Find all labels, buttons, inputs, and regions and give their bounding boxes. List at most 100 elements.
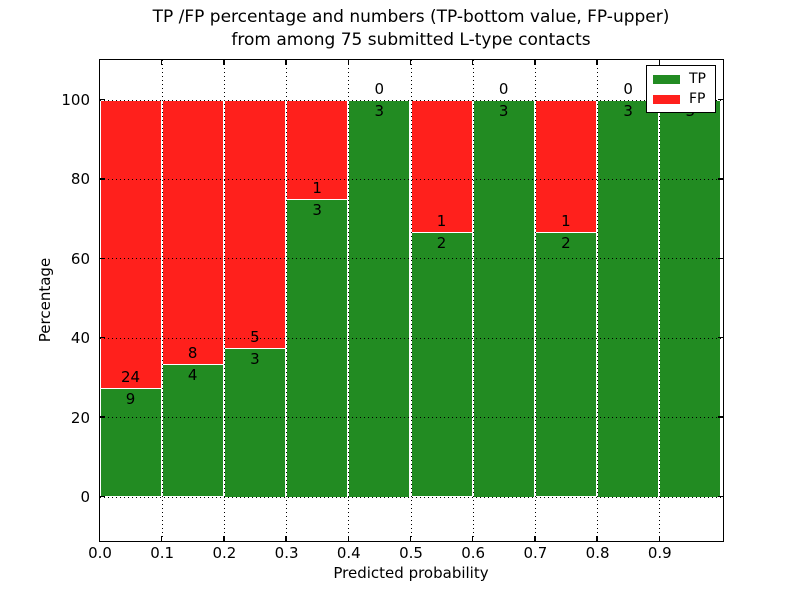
bar-segment-tp (597, 99, 660, 497)
bar-label-tp: 3 (623, 101, 633, 120)
bar-segment-fp (99, 99, 162, 389)
legend-item-fp: FP (653, 92, 709, 106)
y-tick-mark (99, 336, 105, 339)
bar-segment-fp (161, 99, 224, 365)
x-tick-mark (658, 535, 661, 541)
x-tick-mark (409, 535, 412, 541)
bar-segment-tp (534, 231, 598, 497)
x-tick-label: 0.9 (647, 544, 672, 562)
x-tick-label: 0.7 (523, 544, 548, 562)
gridline-vertical (223, 59, 225, 540)
legend: TP FP (646, 65, 716, 113)
y-tick-mark (717, 336, 723, 339)
y-tick-label: 40 (70, 329, 90, 348)
legend-swatch-fp-icon (653, 94, 680, 104)
bar-label-tp: 2 (561, 233, 571, 252)
bar-label-fp: 1 (312, 178, 322, 197)
bar-label-tp: 3 (374, 101, 385, 120)
y-tick-mark (99, 416, 105, 418)
gridline-vertical (348, 59, 350, 540)
x-tick-label: 0.2 (212, 544, 237, 562)
gridline-vertical (410, 59, 412, 540)
y-tick-label: 100 (61, 91, 90, 109)
x-tick-mark (285, 535, 287, 541)
x-tick-mark (534, 59, 536, 65)
y-tick-mark (717, 98, 723, 101)
y-tick-mark (717, 178, 723, 180)
x-tick-label: 0.3 (274, 544, 299, 562)
bar-segment-fp (223, 99, 287, 348)
x-tick-label: 0.6 (461, 544, 486, 562)
bar-label-fp: 24 (120, 368, 141, 387)
bar-segment-fp (534, 99, 598, 232)
x-tick-mark (223, 535, 225, 541)
x-tick-mark (471, 535, 474, 541)
bar-segment-tp (410, 231, 473, 497)
x-tick-label: 0.5 (399, 544, 423, 562)
x-tick-label: 0.8 (585, 544, 610, 562)
x-tick-label: 0.4 (336, 544, 361, 562)
legend-label-tp: TP (689, 71, 706, 87)
bar-label-fp: 0 (623, 79, 633, 98)
x-tick-mark (409, 59, 412, 65)
gridline-vertical (534, 59, 536, 540)
y-tick-mark (717, 495, 723, 498)
y-tick-mark (717, 257, 723, 260)
x-tick-label: 0.1 (150, 544, 175, 562)
chart-title: TP /FP percentage and numbers (TP-bottom… (100, 6, 722, 52)
bar-segment-tp (161, 364, 224, 497)
y-axis-label: Percentage (36, 257, 54, 343)
y-tick-label: 0 (80, 488, 90, 506)
bar-label-fp: 0 (374, 79, 385, 98)
bar-label-fp: 8 (187, 344, 198, 363)
x-tick-mark (471, 59, 474, 65)
bar-label-fp: 5 (250, 327, 260, 346)
gridline-vertical (597, 59, 599, 540)
y-tick-label: 80 (70, 170, 90, 189)
gridline-vertical (161, 59, 163, 540)
x-tick-mark (534, 535, 536, 541)
y-tick-mark (99, 98, 105, 101)
plot-area: 249845313031203120303 (98, 58, 724, 542)
gridline-vertical (286, 59, 288, 540)
bar-label-tp: 3 (498, 101, 509, 120)
x-tick-mark (596, 535, 598, 541)
bar-segment-tp (99, 388, 162, 497)
chart-title-line1: TP /FP percentage and numbers (TP-bottom… (152, 7, 670, 27)
bar-segment-tp (472, 99, 535, 497)
bar-label-fp: 1 (561, 211, 571, 230)
bar-segment-fp (410, 99, 473, 232)
x-tick-mark (347, 59, 350, 65)
legend-swatch-tp-icon (653, 74, 680, 84)
bar-label-fp: 0 (498, 79, 509, 98)
y-tick-label: 60 (70, 249, 90, 268)
bar-label-tp: 4 (187, 366, 198, 385)
y-tick-label: 20 (70, 408, 90, 427)
bar-segment-tp (223, 347, 287, 497)
gridline-vertical (659, 59, 661, 540)
bar-label-tp: 3 (250, 349, 260, 368)
y-tick-mark (717, 416, 723, 418)
bar-segment-tp (286, 198, 349, 497)
bar-segment-tp (659, 99, 722, 497)
x-tick-mark (658, 59, 661, 65)
x-tick-mark (223, 59, 225, 65)
bar-label-tp: 2 (436, 233, 447, 252)
chart-title-line2: from among 75 submitted L-type contacts (231, 30, 591, 50)
gridline-vertical (472, 59, 474, 540)
x-tick-mark (160, 535, 163, 541)
y-tick-mark (99, 495, 105, 498)
bar-label-tp: 9 (125, 390, 136, 409)
y-tick-mark (99, 178, 105, 180)
y-tick-mark (99, 257, 105, 260)
x-tick-mark (596, 59, 598, 65)
x-tick-label: 0.0 (88, 544, 112, 562)
bar-segment-tp (348, 99, 411, 497)
bar-label-fp: 1 (436, 211, 447, 230)
x-tick-mark (347, 535, 350, 541)
legend-item-tp: TP (653, 72, 709, 86)
legend-label-fp: FP (689, 91, 706, 107)
x-tick-mark (285, 59, 287, 65)
x-axis-label: Predicted probability (333, 564, 489, 582)
